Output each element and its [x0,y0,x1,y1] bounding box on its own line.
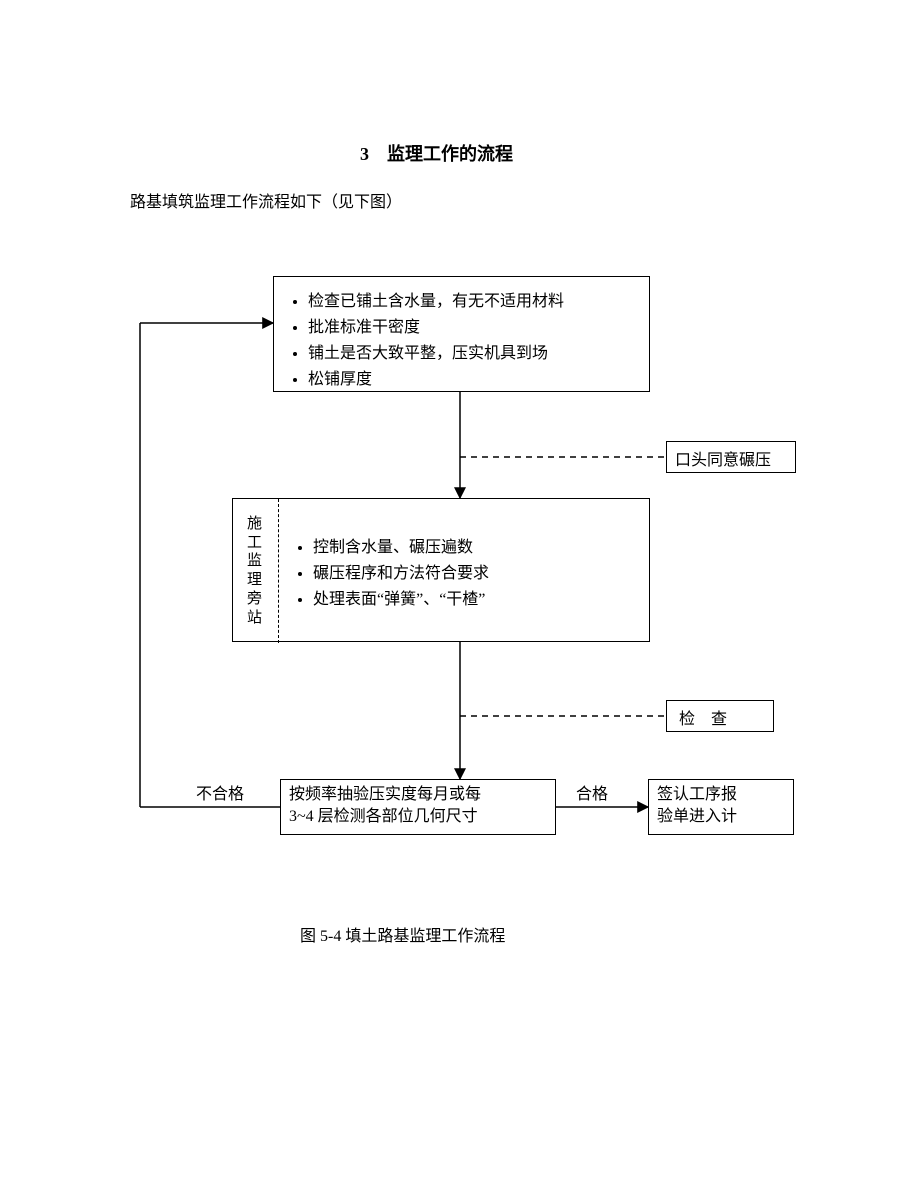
flow-edges [0,0,920,1191]
page: 3 监理工作的流程 路基填筑监理工作流程如下（见下图） 检查已铺土含水量，有无不… [0,0,920,1191]
